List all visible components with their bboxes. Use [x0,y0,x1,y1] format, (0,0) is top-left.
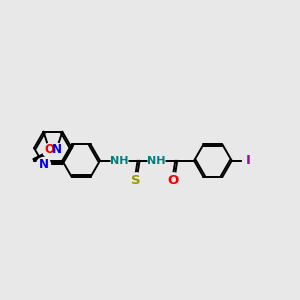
Text: NH: NH [147,156,166,166]
Text: O: O [44,143,54,156]
Text: N: N [38,158,49,171]
Text: I: I [246,154,251,167]
Text: O: O [168,174,179,187]
Text: NH: NH [110,156,128,166]
Text: S: S [131,174,140,187]
Text: N: N [52,143,61,156]
